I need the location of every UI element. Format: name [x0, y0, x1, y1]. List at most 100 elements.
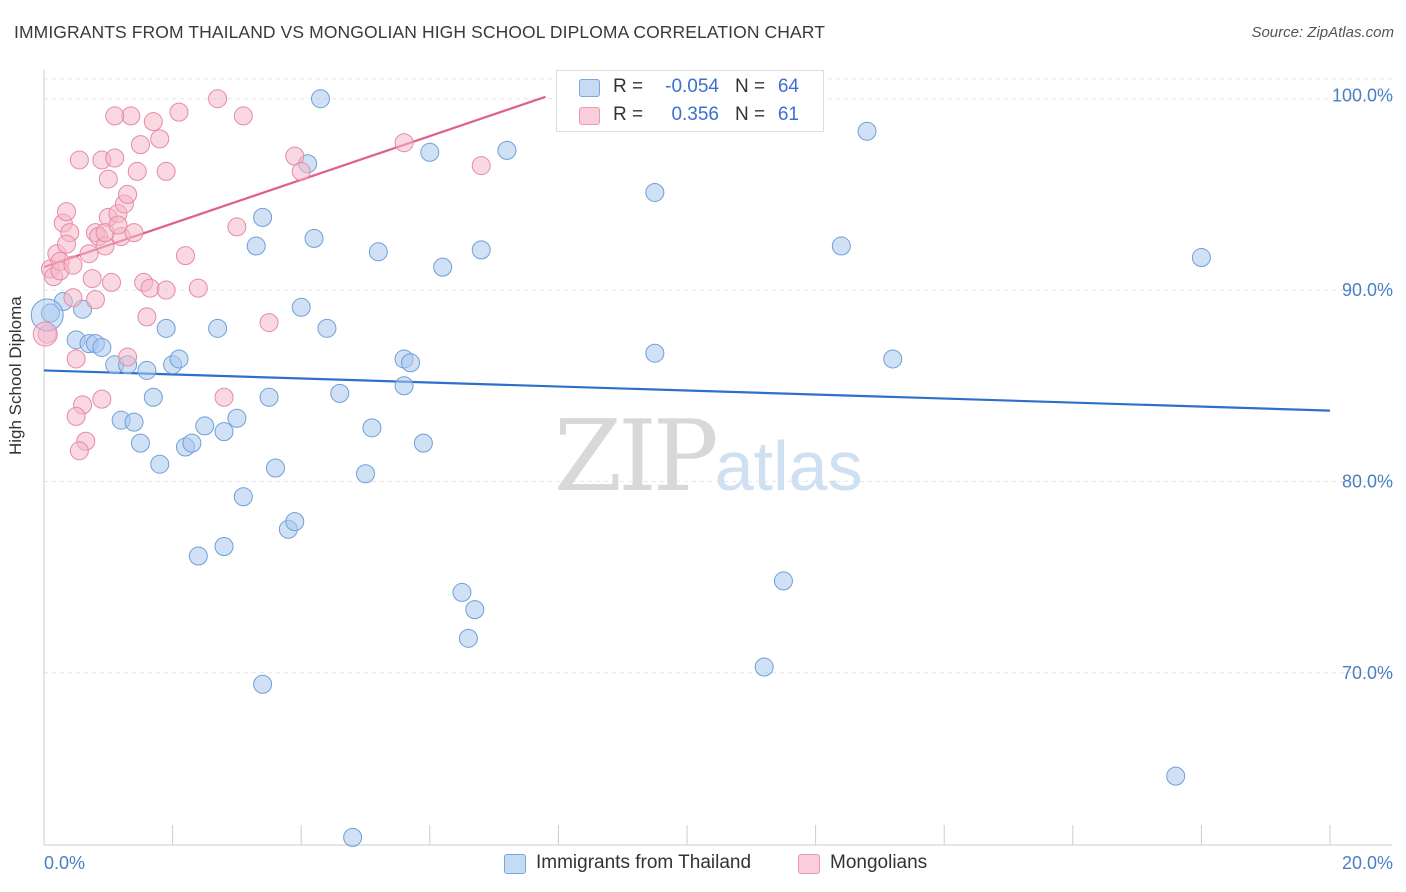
legend-n-value: 61 [777, 104, 799, 125]
point-mongolians [69, 441, 89, 461]
point-mongolians [150, 129, 170, 149]
point-thailand [259, 387, 279, 407]
point-mongolians [69, 150, 89, 170]
y-axis-label: High School Diploma [6, 296, 25, 455]
point-mongolians [471, 156, 491, 176]
point-thailand [1166, 766, 1186, 786]
correlation-legend: R = -0.054 N = 64 R = 0.356 N = 61 [556, 70, 824, 132]
point-thailand [773, 571, 793, 591]
point-thailand [645, 343, 665, 363]
point-thailand [291, 297, 311, 317]
point-mongolians [156, 161, 176, 181]
point-thailand [497, 140, 517, 160]
point-thailand [465, 600, 485, 620]
point-thailand [233, 487, 253, 507]
point-mongolians [82, 269, 102, 289]
point-thailand [227, 408, 247, 428]
point-thailand [1191, 248, 1211, 268]
point-thailand [92, 337, 112, 357]
point-mongolians [175, 246, 195, 266]
legend-n-label: N = [735, 104, 766, 125]
point-thailand [420, 142, 440, 162]
trend-line-thailand [43, 369, 1331, 412]
legend-row-mongolians: R = 0.356 N = 61 [557, 102, 823, 128]
point-thailand [471, 240, 491, 260]
point-thailand [831, 236, 851, 256]
point-mongolians [79, 244, 99, 264]
point-thailand [143, 387, 163, 407]
point-mongolians [66, 349, 86, 369]
point-thailand [330, 383, 350, 403]
point-mongolians [108, 215, 128, 235]
legend-swatch-thailand [504, 854, 526, 874]
legend-swatch-thailand [579, 79, 600, 97]
trend-lines [43, 95, 1331, 412]
watermark-atlas: atlas [714, 427, 863, 505]
point-mongolians [130, 135, 150, 155]
legend-r-value: 0.356 [671, 104, 719, 125]
point-mongolians [188, 278, 208, 298]
point-mongolians [92, 389, 112, 409]
point-thailand [124, 412, 144, 432]
point-mongolians [394, 133, 414, 153]
x-tick-label: 0.0% [44, 853, 85, 873]
point-thailand [214, 422, 234, 442]
source-label: Source: ZipAtlas.com [1251, 24, 1394, 41]
point-thailand [304, 228, 324, 248]
point-mongolians [102, 272, 122, 292]
point-mongolians [105, 148, 125, 168]
point-thailand [182, 433, 202, 453]
point-thailand [253, 674, 273, 694]
point-mongolians [291, 161, 311, 181]
point-thailand [401, 353, 421, 373]
legend-swatch-mongolians [798, 854, 820, 874]
point-thailand [265, 458, 285, 478]
point-thailand [214, 536, 234, 556]
point-mongolians [57, 202, 77, 222]
point-mongolians [227, 217, 247, 237]
legend-label-mongolians: Mongolians [830, 852, 928, 873]
point-mongolians [208, 89, 228, 109]
y-tick-label: 70.0% [1342, 663, 1393, 683]
point-mongolians [66, 406, 86, 426]
point-mongolians [127, 161, 147, 181]
point-thailand [458, 628, 478, 648]
axes [43, 70, 1392, 846]
point-mongolians [259, 313, 279, 333]
point-thailand [253, 207, 273, 227]
legend-label-thailand: Immigrants from Thailand [536, 852, 752, 873]
legend-n-value: 64 [777, 76, 799, 97]
series-legend: Immigrants from Thailand Mongolians [0, 852, 1406, 878]
point-mongolians [169, 102, 189, 122]
point-mongolians [118, 347, 138, 367]
point-mongolians [121, 106, 141, 126]
point-mongolians [85, 290, 105, 310]
point-thailand [857, 121, 877, 141]
point-thailand [208, 318, 228, 338]
point-thailand [130, 433, 150, 453]
point-thailand [413, 433, 433, 453]
y-tick-label: 90.0% [1342, 280, 1393, 300]
legend-n-label: N = [735, 76, 766, 97]
point-mongolians [137, 307, 157, 327]
point-mongolians [32, 321, 58, 347]
y-tick-label: 80.0% [1342, 471, 1393, 491]
legend-r-label: R = [613, 76, 644, 97]
point-thailand [137, 360, 157, 380]
point-thailand [394, 376, 414, 396]
point-thailand [188, 546, 208, 566]
point-mongolians [124, 223, 144, 243]
point-thailand [317, 318, 337, 338]
point-thailand [362, 418, 382, 438]
point-mongolians [98, 169, 118, 189]
point-thailand [246, 236, 266, 256]
point-thailand [285, 512, 305, 532]
y-tick-label: 100.0% [1332, 86, 1393, 106]
point-thailand [310, 89, 330, 109]
point-mongolians [105, 106, 125, 126]
point-mongolians [233, 106, 253, 126]
point-thailand [645, 182, 665, 202]
point-thailand [156, 318, 176, 338]
point-thailand [883, 349, 903, 369]
